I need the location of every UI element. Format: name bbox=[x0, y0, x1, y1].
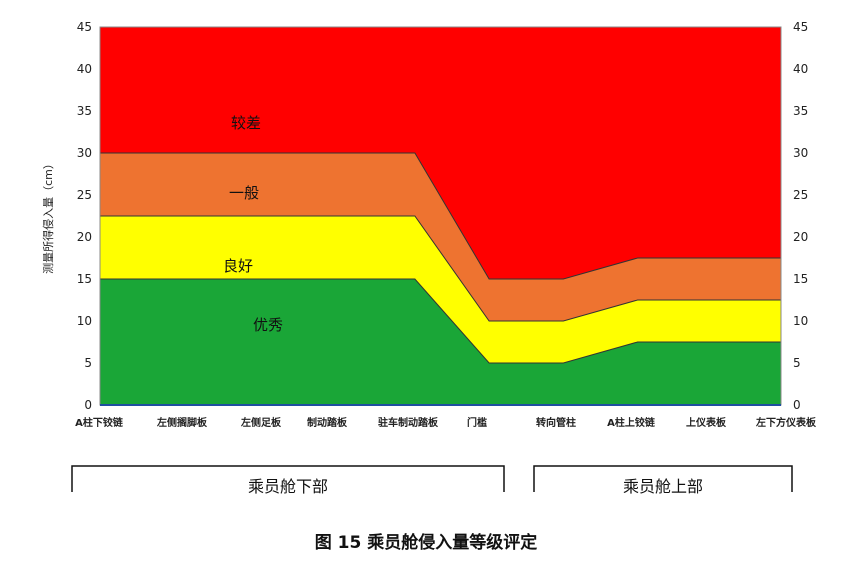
y-tick-left: 30 bbox=[77, 146, 92, 160]
y-axis-left-ticks: 0 5 10 15 20 25 30 35 40 45 bbox=[77, 20, 92, 412]
band-boundary-line-1 bbox=[100, 215, 781, 322]
y-tick-right: 30 bbox=[793, 146, 808, 160]
y-tick-left: 20 bbox=[77, 230, 92, 244]
y-axis-right-ticks: 0 5 10 15 20 25 30 35 40 45 bbox=[793, 20, 808, 412]
band-boundary-line-2 bbox=[100, 152, 781, 280]
y-tick-left: 5 bbox=[84, 356, 92, 370]
band-label-3: 较差 bbox=[231, 114, 261, 132]
band-label-2: 一般 bbox=[229, 184, 259, 202]
y-tick-right: 15 bbox=[793, 272, 808, 286]
band-areas bbox=[100, 27, 781, 405]
category-label: 左下方仪表板 bbox=[755, 416, 817, 429]
y-tick-right: 5 bbox=[793, 356, 801, 370]
band-boundary-line-0 bbox=[100, 278, 781, 364]
y-tick-left: 15 bbox=[77, 272, 92, 286]
y-tick-right: 35 bbox=[793, 104, 808, 118]
band-boundary-lines bbox=[100, 152, 781, 364]
category-label: 门槛 bbox=[467, 416, 487, 429]
y-tick-right: 25 bbox=[793, 188, 808, 202]
group-brackets: 乘员舱下部 乘员舱上部 bbox=[71, 465, 793, 496]
group-label-1: 乘员舱上部 bbox=[623, 477, 703, 496]
category-label: A柱上铰链 bbox=[607, 416, 656, 429]
category-label: 转向管柱 bbox=[536, 416, 576, 429]
y-axis-label: 测量所得侵入量（cm） bbox=[42, 158, 55, 274]
category-label: 左侧足板 bbox=[240, 416, 282, 429]
y-tick-left: 0 bbox=[84, 398, 92, 412]
group-bracket-1 bbox=[533, 465, 793, 492]
y-tick-left: 40 bbox=[77, 62, 92, 76]
band-label-0: 优秀 bbox=[253, 316, 283, 334]
figure-caption: 图 15 乘员舱侵入量等级评定 bbox=[315, 532, 538, 553]
band-area-3 bbox=[100, 27, 781, 279]
y-tick-right: 40 bbox=[793, 62, 808, 76]
category-label: A柱下铰链 bbox=[75, 416, 124, 429]
band-area-0 bbox=[100, 279, 781, 405]
y-tick-left: 25 bbox=[77, 188, 92, 202]
category-label: 左侧搁脚板 bbox=[156, 416, 208, 429]
y-tick-right: 20 bbox=[793, 230, 808, 244]
band-area-1 bbox=[100, 216, 781, 363]
category-labels: A柱下铰链 左侧搁脚板 左侧足板 制动踏板 驻车制动踏板 门槛 转向管柱 A柱上铰链 上仪表板 左… bbox=[75, 416, 817, 429]
y-tick-right: 10 bbox=[793, 314, 808, 328]
group-label-0: 乘员舱下部 bbox=[248, 477, 328, 496]
band-labels: 优秀 良好 一般 较差 bbox=[223, 114, 283, 334]
y-tick-left: 45 bbox=[77, 20, 92, 34]
category-label: 制动踏板 bbox=[307, 416, 348, 429]
band-area-2 bbox=[100, 153, 781, 321]
group-bracket-0 bbox=[71, 465, 505, 492]
category-label: 上仪表板 bbox=[686, 416, 727, 429]
category-label: 驻车制动踏板 bbox=[378, 416, 439, 429]
band-label-1: 良好 bbox=[223, 257, 253, 275]
y-tick-left: 10 bbox=[77, 314, 92, 328]
y-tick-left: 35 bbox=[77, 104, 92, 118]
y-tick-right: 0 bbox=[793, 398, 801, 412]
y-tick-right: 45 bbox=[793, 20, 808, 34]
